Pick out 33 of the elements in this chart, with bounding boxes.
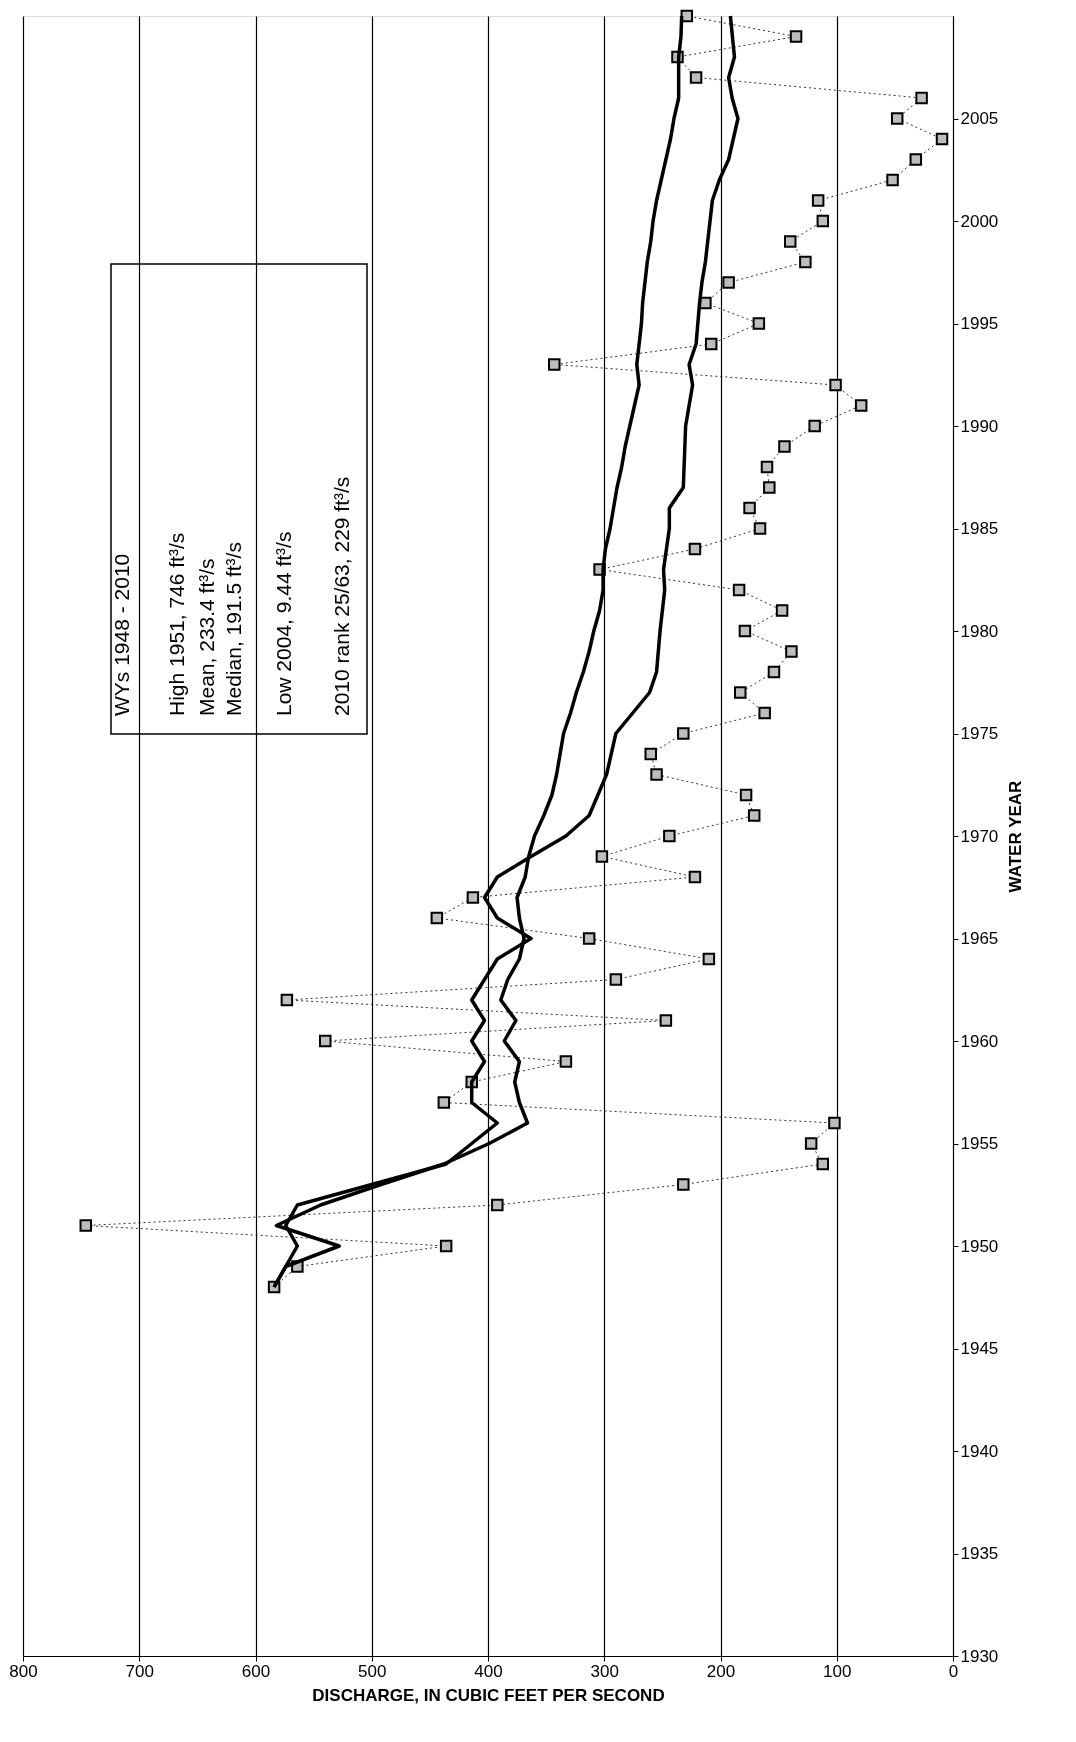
y-tick-label: 1990 bbox=[960, 416, 999, 436]
annotation: Median, 191.5 ft³/s bbox=[222, 542, 245, 716]
annotation: High 1951, 746 ft³/s bbox=[165, 532, 188, 716]
annotation: Mean, 233.4 ft³/s bbox=[195, 558, 218, 716]
y-tick-label: 1985 bbox=[960, 519, 999, 538]
y-tick-label: 1965 bbox=[960, 929, 999, 948]
y-axis-title: WATER YEAR bbox=[1006, 780, 1026, 893]
annotation: Low 2004, 9.44 ft³/s bbox=[272, 531, 295, 716]
x-tick-label: 800 bbox=[9, 1661, 38, 1681]
y-tick-label: 1970 bbox=[960, 826, 999, 846]
y-tick-label: 1980 bbox=[960, 621, 999, 641]
x-tick-label: 0 bbox=[948, 1661, 959, 1681]
y-tick-label: 1995 bbox=[960, 314, 999, 333]
x-axis-title: DISCHARGE, IN CUBIC FEET PER SECOND bbox=[312, 1685, 665, 1705]
y-tick-label: 1945 bbox=[960, 1339, 999, 1358]
annotation: WYs 1948 - 2010 bbox=[110, 553, 133, 716]
x-tick-label: 700 bbox=[125, 1661, 154, 1681]
y-tick-label: 1930 bbox=[960, 1646, 999, 1666]
x-tick-label: 500 bbox=[358, 1661, 387, 1681]
y-tick-label: 1975 bbox=[960, 724, 999, 743]
y-tick-label: 2000 bbox=[960, 211, 999, 231]
x-tick-label: 600 bbox=[241, 1661, 271, 1681]
y-tick-label: 1955 bbox=[960, 1134, 999, 1153]
y-tick-label: 1960 bbox=[960, 1031, 999, 1051]
x-tick-label: 200 bbox=[706, 1661, 736, 1681]
y-tick-label: 1950 bbox=[960, 1236, 999, 1256]
y-tick-label: 1940 bbox=[960, 1441, 999, 1461]
x-tick-label: 300 bbox=[590, 1661, 619, 1681]
y-tick-label: 2005 bbox=[960, 109, 999, 128]
x-tick-label: 100 bbox=[823, 1661, 852, 1681]
y-tick-label: 1935 bbox=[960, 1544, 999, 1563]
annotation: 2010 rank 25/63, 229 ft³/s bbox=[330, 476, 353, 716]
x-tick-label: 400 bbox=[474, 1661, 503, 1681]
